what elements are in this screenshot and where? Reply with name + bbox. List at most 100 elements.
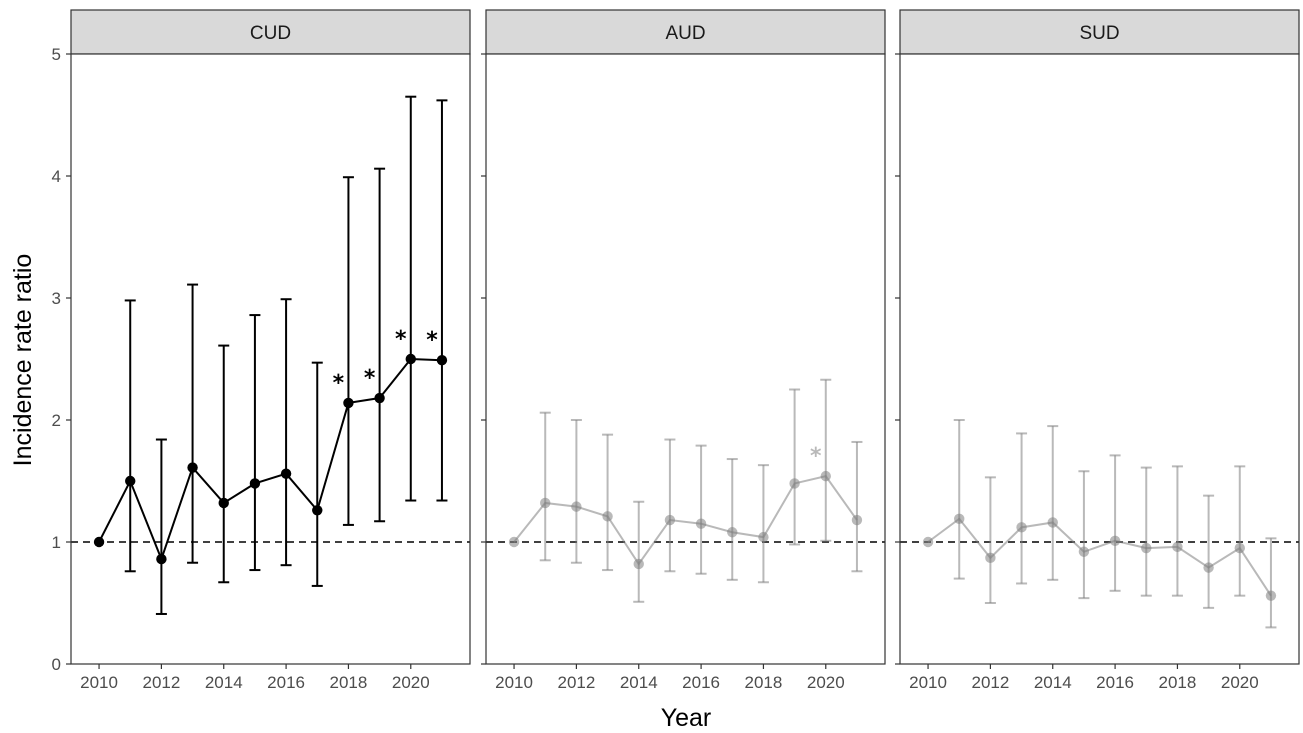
data-point-cud-2017 [312, 505, 323, 516]
error-bar-aud-2020 [820, 378, 832, 542]
x-tick-label-aud-2016: 2016 [682, 673, 720, 692]
data-point-aud-2017 [727, 527, 738, 538]
data-point-cud-2013 [187, 462, 198, 473]
y-tick-label-5: 5 [52, 45, 61, 64]
data-point-cud-2015 [249, 478, 261, 489]
panel-strip-cud [70, 9, 471, 55]
data-point-cud-2018 [343, 397, 354, 409]
significance-marker-cud-2020: * [395, 327, 407, 352]
panel-border-sud [899, 53, 1300, 665]
x-axis-title: Year [661, 704, 712, 732]
data-point-aud-2019 [789, 478, 800, 489]
y-tick-label-3: 3 [52, 289, 61, 308]
panel-plot-area-cud [71, 54, 470, 664]
data-point-cud-2010 [93, 536, 105, 548]
x-tick-label-sud-2016: 2016 [1096, 673, 1134, 692]
data-point-aud-2014 [633, 558, 644, 570]
error-bar-cud-2017 [311, 361, 323, 587]
panel-plot-area-aud [486, 54, 885, 664]
data-point-aud-2015 [664, 514, 676, 526]
x-tick-label-sud-2020: 2020 [1221, 673, 1259, 692]
error-bar-aud-2018 [757, 464, 769, 584]
x-tick-label-aud-2018: 2018 [745, 673, 783, 692]
error-bar-sud-2015 [1078, 470, 1090, 600]
data-point-sud-2017 [1141, 542, 1152, 554]
error-bar-cud-2020 [405, 95, 417, 502]
error-bar-cud-2011 [124, 299, 136, 573]
error-bar-aud-2013 [602, 433, 614, 572]
x-tick-label-aud-2012: 2012 [557, 673, 595, 692]
error-bar-sud-2020 [1234, 465, 1246, 597]
data-point-sud-2021 [1265, 590, 1277, 601]
panel-sud: SUD 2010 2012 2014 2016 2018 2020 [895, 9, 1300, 692]
panel-strip-aud [485, 9, 886, 55]
y-tick-label-0: 0 [52, 655, 61, 674]
x-tick-label-cud-2018: 2018 [330, 673, 368, 692]
error-bar-sud-2019 [1203, 494, 1215, 609]
data-point-sud-2018 [1172, 541, 1183, 553]
x-tick-label-cud-2012: 2012 [142, 673, 180, 692]
x-tick-label-sud-2014: 2014 [1034, 673, 1072, 692]
data-point-sud-2012 [985, 552, 996, 564]
error-bar-cud-2014 [218, 344, 230, 584]
data-point-cud-2014 [218, 497, 229, 509]
x-tick-label-aud-2020: 2020 [807, 673, 845, 692]
error-bar-sud-2018 [1171, 465, 1183, 597]
data-point-sud-2013 [1016, 522, 1027, 533]
x-tick-label-cud-2016: 2016 [267, 673, 305, 692]
data-point-aud-2013 [602, 511, 613, 522]
x-tick-label-aud-2010: 2010 [495, 673, 533, 692]
error-bar-cud-2013 [187, 283, 199, 564]
panel-plot-area-sud [900, 54, 1299, 664]
error-bar-aud-2017 [726, 458, 738, 581]
data-point-sud-2016 [1109, 535, 1121, 546]
x-tick-label-cud-2010: 2010 [80, 673, 118, 692]
error-bar-cud-2019 [374, 167, 386, 523]
data-point-sud-2015 [1078, 546, 1090, 557]
error-bar-aud-2014 [633, 500, 645, 603]
data-point-aud-2010 [508, 536, 520, 548]
significance-marker-cud-2018: * [333, 371, 345, 396]
significance-marker-cud-2019: * [364, 366, 376, 391]
error-bar-cud-2016 [280, 298, 292, 567]
panel-border-aud [485, 53, 886, 665]
y-axis-title: Incidence rate ratio [9, 254, 37, 467]
error-bar-cud-2012 [155, 438, 167, 615]
error-bar-cud-2018 [342, 176, 354, 526]
error-bar-sud-2017 [1140, 466, 1152, 597]
data-point-sud-2019 [1203, 562, 1214, 573]
error-bar-sud-2016 [1109, 454, 1121, 592]
series-line-aud [513, 474, 858, 566]
significance-marker-aud-2020: * [810, 444, 822, 469]
data-point-cud-2021 [436, 355, 448, 366]
panel-strip-sud [899, 9, 1300, 55]
data-point-cud-2011 [125, 475, 136, 487]
error-bar-aud-2016 [695, 444, 707, 575]
x-tick-label-sud-2010: 2010 [909, 673, 947, 692]
panel-strip-label-cud: CUD [250, 23, 291, 44]
error-bar-aud-2021 [851, 440, 863, 573]
x-tick-label-cud-2020: 2020 [392, 673, 430, 692]
error-bar-sud-2021 [1265, 537, 1277, 629]
series-line-sud [927, 517, 1272, 597]
data-point-cud-2020 [405, 353, 416, 365]
data-point-aud-2011 [540, 497, 551, 509]
error-bar-cud-2021 [436, 99, 448, 502]
data-point-aud-2018 [758, 531, 769, 543]
data-point-sud-2020 [1234, 542, 1245, 554]
significance-marker-cud-2021: * [426, 328, 438, 353]
error-bar-aud-2011 [539, 411, 551, 562]
data-point-cud-2012 [156, 553, 167, 565]
error-bar-aud-2015 [664, 438, 676, 573]
data-point-cud-2016 [280, 468, 292, 479]
error-bar-sud-2012 [984, 476, 996, 604]
data-point-aud-2012 [571, 501, 582, 512]
x-tick-label-sud-2018: 2018 [1159, 673, 1197, 692]
error-bar-cud-2015 [249, 314, 261, 572]
y-tick-label-1: 1 [52, 533, 61, 552]
y-tick-label-4: 4 [52, 167, 61, 186]
data-point-aud-2020 [820, 470, 831, 482]
panel-strip-label-aud: AUD [665, 23, 705, 44]
